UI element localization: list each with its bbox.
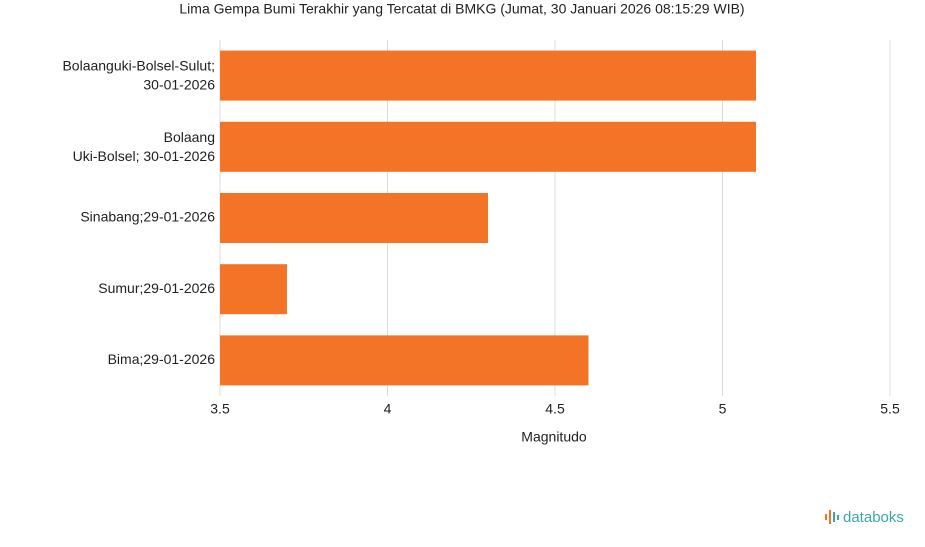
logo-bar (837, 515, 839, 520)
brand-name: databoks (843, 509, 904, 526)
x-tick-label: 4 (384, 401, 392, 417)
bar (220, 264, 287, 315)
y-tick-label: Sumur;29-01-2026 (98, 280, 215, 296)
logo-bar (833, 512, 835, 522)
logo-bar (829, 510, 831, 524)
x-tick-label: 3.5 (210, 401, 230, 417)
y-tick-label: Bolaanguki-Bolsel-Sulut; 30-01-2026 (62, 57, 215, 92)
x-tick-label: 5.5 (880, 401, 900, 417)
x-axis-label: Magnitudo (521, 429, 587, 445)
x-tick-label: 4.5 (545, 401, 565, 417)
y-tick-label: Sinabang;29-01-2026 (80, 209, 215, 225)
y-tick-label: Bolaang Uki-Bolsel; 30-01-2026 (73, 129, 216, 164)
chart-title: Lima Gempa Bumi Terakhir yang Tercatat d… (179, 1, 744, 17)
logo-bar (825, 514, 827, 520)
bar (220, 50, 756, 101)
bar (220, 193, 488, 243)
x-tick-label: 5 (719, 401, 727, 417)
bar (220, 335, 589, 386)
brand-logo: databoks (825, 509, 904, 526)
y-tick-label: Bima;29-01-2026 (108, 351, 216, 367)
bar (220, 121, 756, 172)
